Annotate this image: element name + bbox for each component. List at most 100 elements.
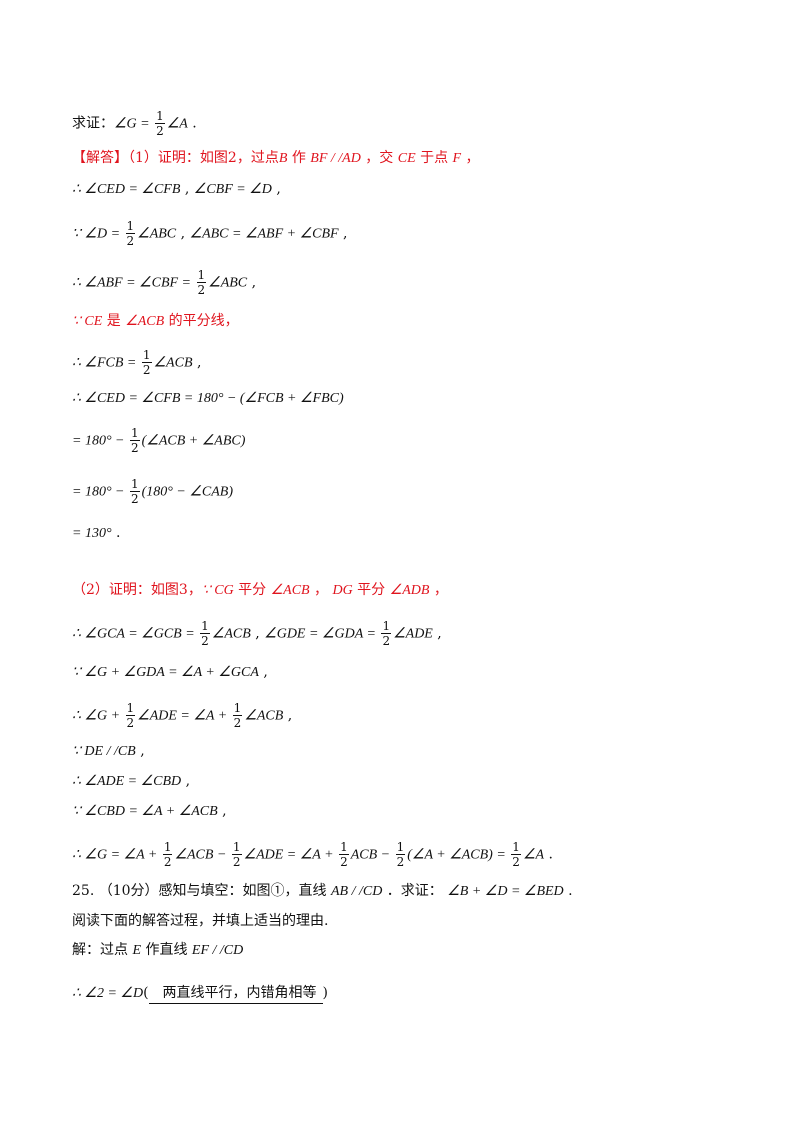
text-run: 平分 <box>233 582 271 598</box>
fraction-denominator: 2 <box>163 855 172 869</box>
text-line-l12: （2）证明：如图3，∵ CG 平分 ∠ACB ， DG 平分 ∠ADB ， <box>72 581 448 600</box>
math-expression: ∠ACB <box>211 626 251 642</box>
text-run: ．求证： <box>382 883 448 899</box>
math-expression: ∵ ∠CBD = ∠A + ∠ACB <box>72 804 218 819</box>
fraction-numerator: 1 <box>155 109 165 124</box>
fraction-numerator: 1 <box>130 477 140 492</box>
fraction-denominator: 2 <box>512 855 520 869</box>
math-expression: ∵ CG <box>201 583 234 598</box>
math-expression: (∠ACB + ∠ABC) <box>141 433 246 449</box>
text-run: , <box>181 773 191 789</box>
math-expression: ∴ ∠ABF = ∠CBF = <box>72 275 195 291</box>
text-run: 作 <box>287 150 311 166</box>
text-line-l22: 解：过点 E 作直线 EF / /CD <box>72 941 243 960</box>
math-expression: F <box>452 151 462 166</box>
fraction-numerator: 1 <box>125 701 136 716</box>
text-line-l7: ∴ ∠FCB = 1 2 ∠ACB , <box>72 348 201 377</box>
fraction-numerator: 1 <box>196 268 207 283</box>
math-expression: ∠GDE = ∠GDA = <box>264 626 380 642</box>
fraction-numerator: 1 <box>511 840 521 855</box>
text-run: , <box>258 664 268 680</box>
math-expression: ∴ ∠FCB = <box>72 355 140 371</box>
math-expression: ∠ADE = ∠A + <box>137 708 231 724</box>
math-expression: (∠A + ∠ACB) = <box>407 847 510 863</box>
text-line-l8: ∴ ∠CED = ∠CFB = 180° − (∠FCB + ∠FBC) <box>72 389 344 408</box>
text-run: , <box>283 707 293 724</box>
math-expression: ∠G = <box>114 116 154 132</box>
math-expression: ∵ CE <box>72 314 103 329</box>
fraction-denominator: 2 <box>340 855 348 869</box>
text-run: 是 <box>102 313 126 329</box>
math-expression: ∠ACB − <box>174 847 230 863</box>
math-expression: = 130° <box>72 526 112 541</box>
fraction-numerator: 1 <box>231 840 242 855</box>
text-line-l1: 求证：∠G = 1 2 ∠A . <box>72 109 197 138</box>
text-run: ， <box>309 582 333 598</box>
fraction-denominator: 2 <box>131 492 139 506</box>
math-expression: ∠ACB <box>125 314 165 329</box>
text-run: , <box>432 625 442 642</box>
fraction-denominator: 2 <box>233 716 242 730</box>
text-line-l10: = 180° − 1 2 (180° − ∠CAB) <box>72 477 233 506</box>
math-expression: ∴ ∠GCA = ∠GCB = <box>72 626 199 642</box>
math-expression: = 180° − <box>72 433 128 449</box>
fraction-denominator: 2 <box>126 234 135 248</box>
text-run: , <box>247 274 257 291</box>
text-line-l18: ∵ ∠CBD = ∠A + ∠ACB , <box>72 802 227 821</box>
math-expression: (180° − ∠CAB) <box>141 484 234 500</box>
text-run: 求证： <box>72 115 114 132</box>
math-expression: = 180° − <box>72 484 128 500</box>
math-expression: ∴ ∠G = ∠A + <box>72 847 161 863</box>
fraction-denominator: 2 <box>396 855 405 869</box>
text-run: ， <box>461 150 480 166</box>
math-expression: ∴ ∠2 = ∠D <box>72 986 144 1001</box>
fraction-numerator: 1 <box>200 619 210 634</box>
fraction-denominator: 2 <box>197 283 206 297</box>
fraction-numerator: 1 <box>125 219 136 234</box>
math-expression: ∠A <box>166 116 188 132</box>
text-run: , <box>338 225 348 242</box>
text-run: 平分 <box>352 582 390 598</box>
text-line-l5: ∴ ∠ABF = ∠CBF = 1 2 ∠ABC , <box>72 268 256 297</box>
math-expression: DG <box>332 583 353 598</box>
text-line-l13: ∴ ∠GCA = ∠GCB = 1 2 ∠ACB , ∠GDE = ∠GDA = 1… <box>72 619 442 648</box>
text-line-l21: 阅读下面的解答过程，并填上适当的理由. <box>72 912 328 930</box>
math-expression: ∠ACB <box>153 355 193 371</box>
math-expression: CE <box>397 151 416 166</box>
fraction-numerator: 1 <box>395 840 406 855</box>
text-line-l20: 25. （10分）感知与填空：如图①，直线 AB / /CD ．求证： ∠B +… <box>72 882 573 901</box>
text-run: . <box>544 846 553 863</box>
math-expression: ∠ADE = ∠A + <box>243 847 338 863</box>
text-run: 作直线 <box>141 942 192 958</box>
math-expression: ∴ ∠G + <box>72 708 124 724</box>
text-line-l15: ∴ ∠G + 1 2 ∠ADE = ∠A + 1 2 ∠ACB , <box>72 701 292 730</box>
text-run: , <box>192 354 202 371</box>
fraction-numerator: 1 <box>130 426 140 441</box>
text-run: ( <box>143 985 149 1001</box>
fraction-denominator: 2 <box>142 363 151 377</box>
math-expression: ∠ACB <box>270 583 310 598</box>
text-line-l4: ∵ ∠D = 1 2 ∠ABC , ∠ABC = ∠ABF + ∠CBF , <box>72 219 348 248</box>
text-line-l19: ∴ ∠G = ∠A + 1 2 ∠ACB − 1 2 ∠ADE = ∠A + 1 2 ACB… <box>72 840 553 869</box>
text-line-l6: ∵ CE 是 ∠ACB 的平分线， <box>72 312 239 331</box>
text-run: 【解答】（1）证明：如图2，过点 <box>72 150 279 166</box>
text-run: , <box>180 181 194 197</box>
text-run: , <box>250 625 265 642</box>
text-run: . <box>111 525 121 541</box>
text-run: ) <box>322 985 329 1001</box>
math-expression: ∠ABC <box>137 226 177 242</box>
text-run: 25. （10分）感知与填空：如图①，直线 <box>72 883 331 899</box>
math-expression: ∵ ∠G + ∠GDA = ∠A + ∠GCA <box>72 665 259 680</box>
math-expression: E <box>132 943 142 958</box>
math-expression: EF / /CD <box>191 943 244 958</box>
